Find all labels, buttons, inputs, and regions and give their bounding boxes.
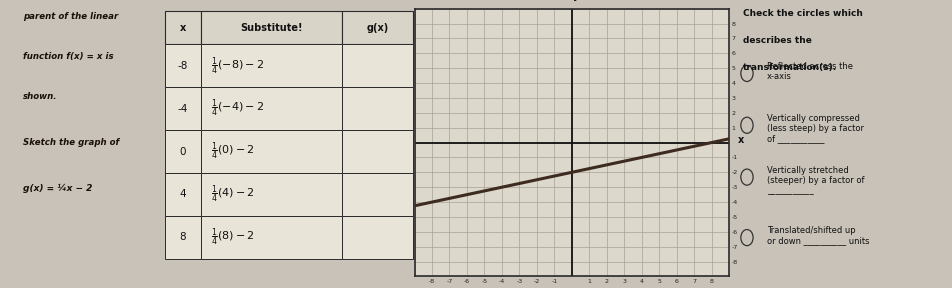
Text: g(x): g(x) bbox=[366, 23, 388, 33]
Text: g(x) = ¼x − 2: g(x) = ¼x − 2 bbox=[23, 184, 92, 194]
Text: $\frac{1}{4}(-4)-2$: $\frac{1}{4}(-4)-2$ bbox=[210, 98, 264, 120]
Text: $\frac{1}{4}(8)-2$: $\frac{1}{4}(8)-2$ bbox=[210, 227, 254, 248]
Bar bbox=[342, 173, 412, 216]
Text: 0: 0 bbox=[179, 147, 186, 157]
Bar bbox=[342, 87, 412, 130]
Bar bbox=[200, 44, 342, 87]
Text: x: x bbox=[180, 23, 186, 33]
Text: $\frac{1}{4}(0)-2$: $\frac{1}{4}(0)-2$ bbox=[210, 141, 254, 162]
Bar bbox=[165, 87, 200, 130]
Text: function f(x) = x is: function f(x) = x is bbox=[23, 52, 113, 61]
Text: Vertically stretched
(steeper) by a factor of
___________: Vertically stretched (steeper) by a fact… bbox=[765, 166, 863, 195]
Bar bbox=[165, 130, 200, 173]
Bar bbox=[200, 130, 342, 173]
Bar bbox=[165, 173, 200, 216]
Text: parent of the linear: parent of the linear bbox=[23, 12, 118, 20]
Text: $\frac{1}{4}(-8)-2$: $\frac{1}{4}(-8)-2$ bbox=[210, 55, 264, 77]
Text: transformation(s).: transformation(s). bbox=[742, 63, 836, 72]
Text: $\frac{1}{4}(4)-2$: $\frac{1}{4}(4)-2$ bbox=[210, 184, 254, 205]
Text: Check the circles which: Check the circles which bbox=[742, 9, 862, 18]
Text: x: x bbox=[737, 134, 744, 145]
Bar bbox=[342, 130, 412, 173]
Bar bbox=[200, 87, 342, 130]
Bar bbox=[165, 11, 200, 44]
Text: -4: -4 bbox=[177, 104, 188, 114]
Text: y: y bbox=[572, 0, 579, 1]
Bar bbox=[165, 44, 200, 87]
Text: Translated/shifted up
or down __________ units: Translated/shifted up or down __________… bbox=[765, 226, 868, 245]
Bar bbox=[200, 173, 342, 216]
Text: Vertically compressed
(less steep) by a factor
of ___________: Vertically compressed (less steep) by a … bbox=[765, 114, 863, 143]
Bar bbox=[200, 11, 342, 44]
Text: Sketch the graph of: Sketch the graph of bbox=[23, 138, 119, 147]
Text: 8: 8 bbox=[179, 232, 186, 242]
Text: Reflected across the
x-axis: Reflected across the x-axis bbox=[765, 62, 852, 81]
Bar bbox=[342, 11, 412, 44]
Text: 4: 4 bbox=[179, 190, 186, 200]
Bar bbox=[342, 44, 412, 87]
Text: describes the: describes the bbox=[742, 36, 810, 45]
Text: Substitute!: Substitute! bbox=[240, 23, 302, 33]
Bar bbox=[165, 216, 200, 259]
Text: -8: -8 bbox=[177, 61, 188, 71]
Bar bbox=[342, 216, 412, 259]
Bar bbox=[200, 216, 342, 259]
Text: shown.: shown. bbox=[23, 92, 58, 101]
